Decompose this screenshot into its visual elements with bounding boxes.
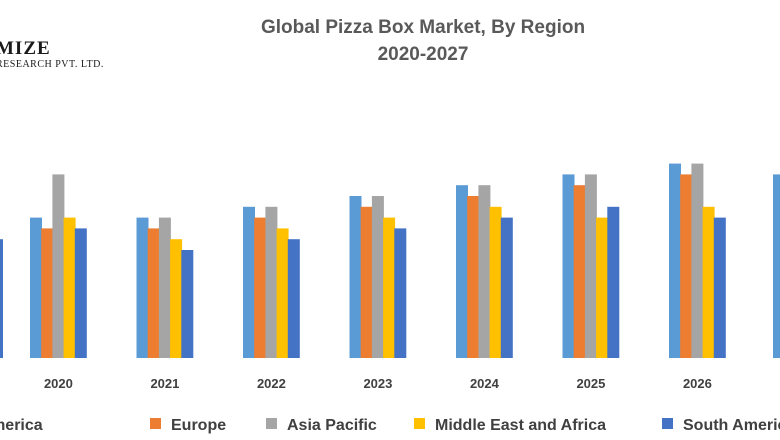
bar-south-america-2023 [394,228,407,358]
bar-asia-pacific-2021 [158,217,171,358]
bar-north-america-2025 [562,174,575,358]
bar-middle-east-and-africa-2020 [63,217,76,358]
bar-north-america-2022 [243,206,255,358]
bar-europe-2025 [573,185,586,358]
chart-subtitle: 2020-2027 [377,44,469,65]
bar-middle-east-and-africa-2022 [276,228,289,358]
bar-partial-right [773,174,780,358]
bar-north-america-2026 [669,163,681,358]
bar-europe-2020 [41,228,54,358]
x-tick-label-2020: 2020 [44,376,73,391]
bar-middle-east-and-africa-2026 [702,206,715,358]
legend-label-europe: Europe [171,417,226,434]
bar-north-america-2024 [456,185,468,358]
bar-asia-pacific-2025 [584,174,597,358]
bar-asia-pacific-2020 [52,174,65,358]
bar-europe-2026 [680,174,693,358]
legend-label-asia-pacific: Asia Pacific [287,417,377,434]
bar-europe-2024 [467,196,480,358]
bar-asia-pacific-2022 [265,206,278,358]
company-logo: MIZE RESEARCH PVT. LTD. [0,38,104,70]
bar-middle-east-and-africa-2023 [383,217,396,358]
bar-north-america-2023 [349,196,362,358]
bar-south-america-2026 [713,217,726,358]
x-tick-label-2026: 2026 [683,376,712,391]
bar-middle-east-and-africa-2021 [170,239,183,358]
x-tick-label-2025: 2025 [576,376,605,391]
legend-label-north-america: North America [0,417,43,434]
legend-swatch-south-america [662,418,673,429]
bar-south-america-2024 [500,217,513,358]
bar-middle-east-and-africa-2025 [596,217,609,358]
bar-south-america-2021 [181,250,194,358]
bar-europe-2022 [254,217,267,358]
x-tick-label-2024: 2024 [470,376,500,391]
logo-sub-text: RESEARCH PVT. LTD. [0,59,104,70]
bar-asia-pacific-2026 [691,163,704,358]
bar-asia-pacific-2023 [371,196,384,358]
legend-swatch-middle-east-and-africa [414,418,425,429]
legend-swatch-europe [150,418,161,429]
bar-south-america-2020 [74,228,87,358]
legend-label-south-america: South America [683,417,780,434]
bar-north-america-2020 [30,217,42,358]
chart-title: Global Pizza Box Market, By Region [260,17,586,38]
legend-label-middle-east-and-africa: Middle East and Africa [435,417,606,434]
bar-europe-2021 [147,228,160,358]
bar-south-america-2025 [607,206,620,358]
x-tick-label-2022: 2022 [257,376,286,391]
chart-title-block: Global Pizza Box Market, By Region 2020-… [0,14,780,68]
x-tick-label-2021: 2021 [150,376,179,391]
bar-south-america-2022 [287,239,300,358]
logo-main-text: MIZE [0,38,51,59]
bar-partial-left [0,239,3,358]
legend-swatch-asia-pacific [266,418,277,429]
bar-north-america-2021 [136,217,149,358]
x-tick-label-2023: 2023 [363,376,392,391]
bar-middle-east-and-africa-2024 [489,206,502,358]
bar-europe-2023 [360,206,373,358]
bar-asia-pacific-2024 [478,185,491,358]
